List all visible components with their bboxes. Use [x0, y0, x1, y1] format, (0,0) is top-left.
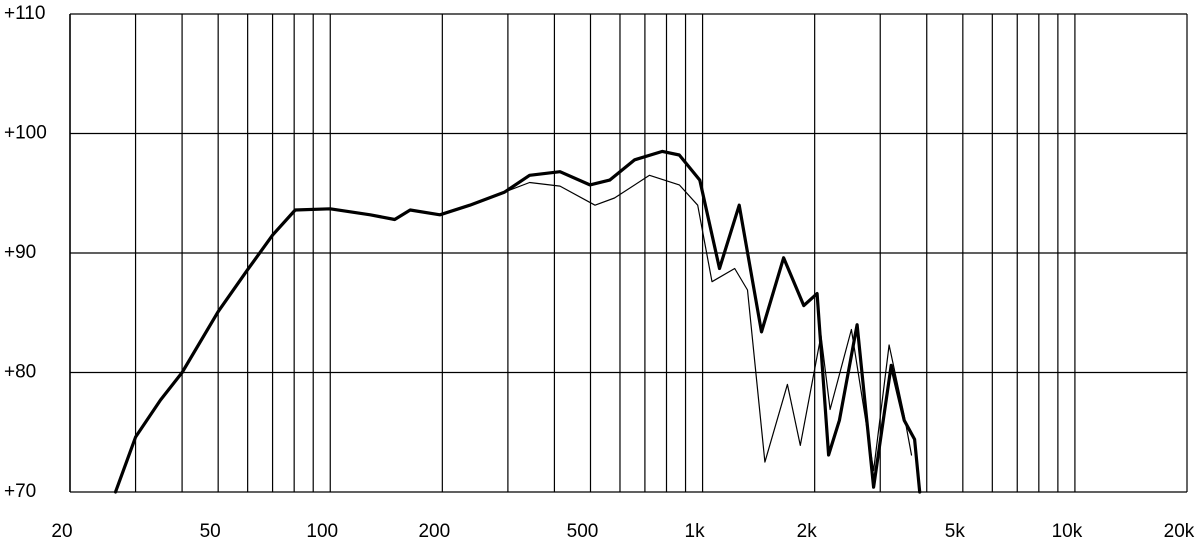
- x-tick-label: 2k: [797, 521, 818, 542]
- response-line: [114, 174, 913, 493]
- y-tick-label: +110: [4, 3, 45, 24]
- x-tick-label: 50: [200, 521, 221, 542]
- y-tick-label: +80: [4, 362, 36, 383]
- x-tick-label: 500: [567, 521, 599, 542]
- x-tick-label: 1k: [685, 521, 706, 542]
- x-tick-label: 200: [418, 521, 450, 542]
- y-tick-label: +70: [4, 481, 36, 502]
- response-line: [113, 149, 922, 494]
- x-tick-label: 20k: [1164, 521, 1195, 542]
- x-tick-label: 5k: [945, 521, 966, 542]
- y-tick-label: +90: [4, 242, 36, 263]
- x-tick-label: 20: [51, 521, 72, 542]
- x-tick-label: 100: [306, 521, 338, 542]
- x-tick-label: 10k: [1052, 521, 1083, 542]
- y-tick-label: +100: [4, 123, 47, 144]
